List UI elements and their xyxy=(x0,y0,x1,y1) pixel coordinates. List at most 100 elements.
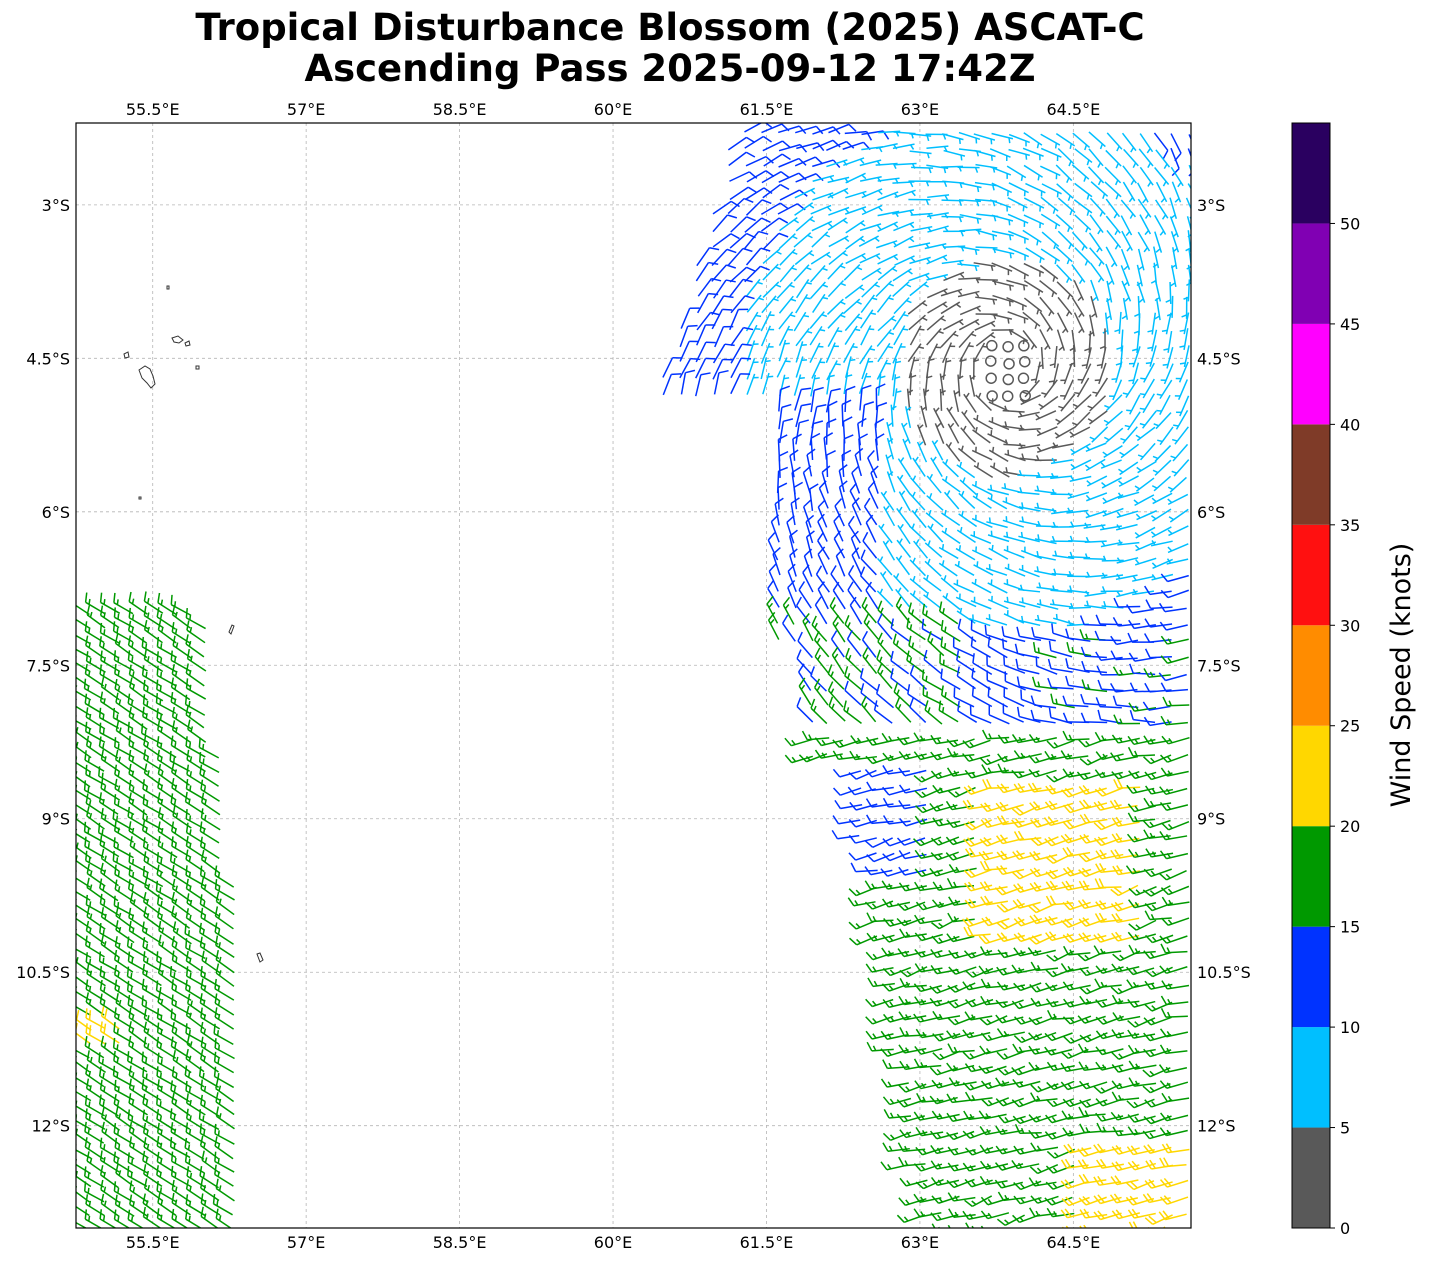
wind-barb xyxy=(155,693,177,715)
wind-barb xyxy=(850,862,878,873)
wind-barb xyxy=(213,1023,234,1046)
wind-barb xyxy=(1143,668,1171,678)
wind-barb xyxy=(1137,231,1151,253)
wind-barb xyxy=(875,383,886,411)
wind-barb xyxy=(186,620,206,644)
wind-barb xyxy=(85,1194,106,1217)
wind-barb xyxy=(870,465,879,494)
wind-barb xyxy=(1055,410,1075,426)
wind-barb xyxy=(1020,546,1042,560)
wind-barb xyxy=(1143,950,1172,960)
wind-barb xyxy=(996,1028,1025,1038)
lon-tick-label-bottom: 61.5°E xyxy=(740,1233,794,1252)
wind-barb xyxy=(128,1078,149,1102)
lat-tick-label-left: 7.5°S xyxy=(26,656,70,675)
wind-barb xyxy=(959,305,982,316)
wind-barb xyxy=(695,261,719,282)
wind-barb xyxy=(76,715,92,730)
wind-barb xyxy=(1134,526,1156,539)
wind-barb xyxy=(1077,1147,1106,1157)
wind-barb xyxy=(185,822,206,845)
wind-barb xyxy=(1030,818,1059,828)
wind-barb xyxy=(876,588,894,608)
wind-barb xyxy=(955,593,977,608)
wind-barb xyxy=(1023,197,1045,212)
wind-barb xyxy=(1057,230,1075,250)
wind-barb xyxy=(760,357,771,380)
wind-barb xyxy=(947,786,976,798)
wind-barb xyxy=(1156,394,1171,416)
wind-barb xyxy=(172,805,192,829)
wind-barb xyxy=(1079,1080,1108,1090)
wind-barb xyxy=(1073,280,1085,302)
wind-barb xyxy=(947,422,960,444)
wind-barb xyxy=(963,868,993,879)
wind-barb xyxy=(938,601,959,625)
wind-barb xyxy=(1045,1180,1074,1190)
wind-barb xyxy=(831,646,845,675)
wind-barb xyxy=(1124,411,1141,431)
wind-barb xyxy=(1013,947,1042,957)
wind-barb xyxy=(1088,148,1104,168)
wind-barb xyxy=(57,1022,75,1044)
wind-barb xyxy=(1151,475,1172,492)
wind-barb xyxy=(810,281,829,299)
wind-barb xyxy=(157,821,178,845)
wind-barb xyxy=(861,596,877,624)
wind-barb xyxy=(1018,531,1040,543)
wind-barb xyxy=(1134,477,1155,492)
wind-barb xyxy=(143,1008,164,1032)
wind-barb xyxy=(76,870,78,873)
wind-barb xyxy=(1062,900,1091,911)
wind-barb xyxy=(958,318,980,331)
wind-barb xyxy=(1095,900,1124,910)
wind-barb xyxy=(1111,913,1140,924)
wind-barb xyxy=(831,829,860,840)
wind-barb xyxy=(199,764,219,787)
wind-barb xyxy=(1147,312,1157,335)
wind-barb xyxy=(1158,672,1187,682)
wind-barb xyxy=(827,187,849,199)
wind-barb xyxy=(115,720,135,744)
wind-barb xyxy=(940,288,963,297)
wind-barb xyxy=(814,737,843,747)
wind-barb xyxy=(76,1113,78,1117)
wind-barb xyxy=(1089,197,1106,217)
wind-barb xyxy=(1100,459,1122,469)
wind-barb xyxy=(787,579,797,609)
wind-barb xyxy=(1056,329,1066,351)
wind-barb xyxy=(158,920,178,944)
wind-barb xyxy=(200,965,221,988)
wind-barb xyxy=(1007,213,1029,227)
wind-barb xyxy=(1166,558,1189,565)
wind-barb xyxy=(745,278,763,297)
wind-barb xyxy=(128,1065,148,1089)
wind-barb xyxy=(798,677,812,706)
wind-barb xyxy=(971,446,993,461)
wind-barb xyxy=(1151,508,1172,522)
wind-barb xyxy=(215,1106,235,1130)
wind-barb xyxy=(1028,734,1057,744)
wind-barb xyxy=(988,417,1010,431)
wind-barb xyxy=(952,637,974,657)
wind-barb xyxy=(1006,296,1027,311)
wind-barb xyxy=(914,1045,943,1055)
wind-barb xyxy=(1084,330,1092,353)
wind-barb xyxy=(916,424,927,446)
wind-barb xyxy=(1071,264,1086,285)
wind-barb xyxy=(930,1212,959,1222)
wind-barb xyxy=(877,315,897,332)
wind-barb xyxy=(802,564,814,593)
wind-barb xyxy=(1088,232,1103,253)
wind-barb xyxy=(1161,980,1190,990)
wind-barb xyxy=(730,357,752,379)
wind-barb xyxy=(970,531,992,545)
wind-barb xyxy=(861,630,877,658)
wind-barb xyxy=(809,342,824,363)
wind-barb xyxy=(128,749,148,773)
wind-barb xyxy=(200,1007,221,1030)
wind-barb xyxy=(904,406,912,429)
wind-barb xyxy=(1159,753,1189,763)
island-outline xyxy=(256,952,264,963)
wind-barb xyxy=(1142,1082,1171,1094)
